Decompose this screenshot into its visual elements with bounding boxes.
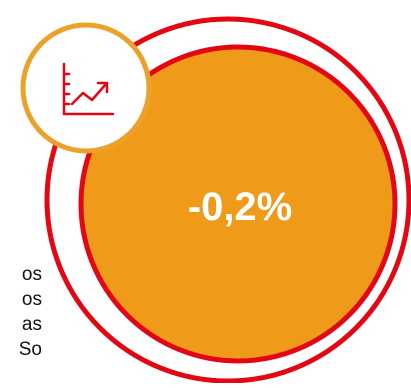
value-disc bbox=[78, 44, 398, 364]
side-text-fragment: os os as So bbox=[0, 262, 44, 362]
line-chart-icon bbox=[62, 62, 115, 116]
side-text-line: as bbox=[21, 314, 42, 335]
side-text-line: So bbox=[18, 339, 42, 360]
side-text-line: os bbox=[21, 264, 42, 285]
value-label: -0,2% bbox=[188, 185, 293, 229]
side-text-line: os bbox=[21, 289, 42, 310]
icon-badge bbox=[20, 22, 152, 154]
